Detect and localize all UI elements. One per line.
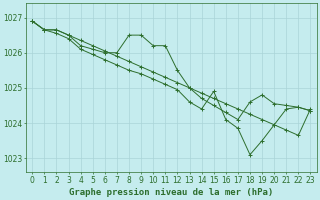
X-axis label: Graphe pression niveau de la mer (hPa): Graphe pression niveau de la mer (hPa) bbox=[69, 188, 274, 197]
